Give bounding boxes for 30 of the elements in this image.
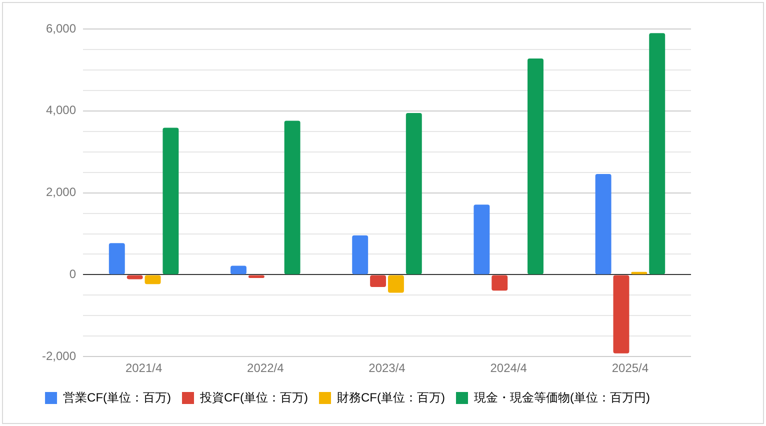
- bar: [474, 204, 490, 274]
- legend-label: 現金・現金等価物(単位：百万円): [474, 390, 650, 404]
- bar: [108, 243, 125, 274]
- y-tick-label: 0: [69, 267, 76, 282]
- bar: [144, 275, 161, 284]
- bar: [230, 266, 246, 274]
- x-tick-label: 2023/4: [368, 361, 406, 376]
- bar: [388, 275, 404, 293]
- legend-label: 投資CF(単位：百万): [199, 390, 308, 404]
- x-tick-label: 2024/4: [490, 361, 528, 376]
- bar: [162, 128, 179, 274]
- bar: [528, 58, 544, 274]
- x-tick-label: 2021/4: [125, 361, 162, 376]
- y-tick-label: 4,000: [46, 103, 76, 118]
- bar: [595, 174, 612, 274]
- bar: [406, 112, 422, 274]
- y-tick-label: 2,000: [46, 185, 76, 200]
- bar: [492, 275, 508, 291]
- bar: [649, 33, 666, 274]
- legend-label: 営業CF(単位：百万): [63, 390, 172, 404]
- bar: [370, 275, 386, 287]
- y-tick-label: 6,000: [46, 21, 76, 36]
- bar: [248, 275, 264, 278]
- x-tick-label: 2025/4: [612, 361, 649, 376]
- bar: [352, 235, 368, 274]
- bar: [613, 275, 630, 354]
- bar: [284, 120, 300, 274]
- legend-label: 財務CF(単位：百万): [337, 390, 445, 404]
- y-tick-label: -2,000: [42, 348, 76, 363]
- x-tick-label: 2022/4: [247, 361, 284, 376]
